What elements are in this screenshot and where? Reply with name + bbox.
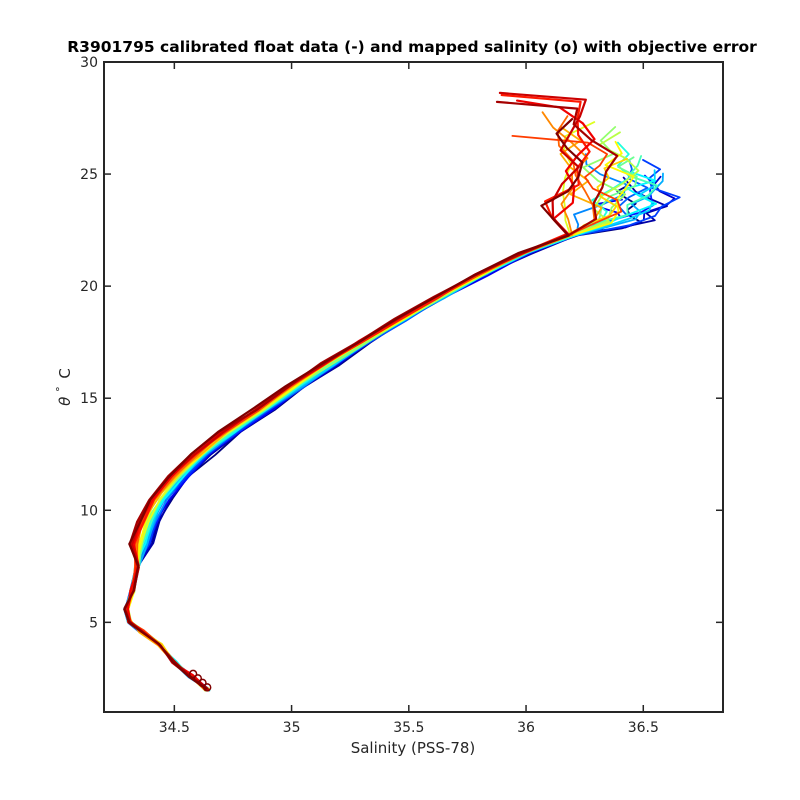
profile-line (123, 91, 587, 690)
y-axis-label-degree: ° (54, 386, 67, 392)
y-tick-label: 10 (80, 503, 98, 519)
profile-line (123, 100, 619, 690)
plot-area (123, 91, 681, 692)
x-axis-ticks: 34.5 35 35.5 36 36.5 (159, 62, 659, 736)
profile-line (126, 93, 591, 691)
profile-line (126, 99, 596, 692)
profile-line (123, 172, 664, 690)
chart-title: R3901795 calibrated float data (-) and m… (67, 38, 757, 56)
profile-line (127, 131, 640, 692)
profile-line (126, 157, 628, 691)
profile-line (123, 115, 596, 691)
y-tick-label: 25 (80, 167, 98, 183)
x-tick-label: 36 (517, 720, 535, 736)
profile-line (126, 184, 643, 691)
mapped-point (202, 683, 212, 692)
mapped-points (188, 669, 212, 692)
y-tick-label: 20 (80, 279, 98, 295)
y-tick-label: 30 (80, 55, 98, 71)
y-axis-label: θ ° C (50, 368, 74, 406)
y-axis-label-symbol: θ (56, 397, 74, 406)
series-group (123, 91, 681, 692)
y-tick-label: 15 (80, 391, 98, 407)
profile-line (124, 169, 656, 691)
mapped-point (188, 669, 198, 679)
profile-line (124, 126, 603, 691)
mapped-point (193, 674, 203, 683)
x-tick-label: 34.5 (159, 720, 190, 736)
x-tick-label: 35.5 (393, 720, 424, 736)
axes-frame (103, 61, 724, 713)
profile-line (124, 159, 681, 692)
profile-line (123, 172, 658, 692)
mapped-point (198, 678, 207, 688)
x-axis-label: Salinity (PSS-78) (351, 739, 476, 757)
y-axis-label-unit: C (56, 368, 74, 378)
profile-line (126, 175, 676, 690)
profile-line (126, 111, 589, 692)
profile-line (126, 121, 596, 690)
profile-line (125, 174, 655, 691)
profile-line (126, 153, 627, 691)
profile-line (123, 118, 584, 690)
profile-line (126, 135, 623, 692)
y-axis-ticks: 5 10 15 20 25 30 (80, 55, 723, 631)
profile-line (126, 141, 632, 692)
y-tick-label: 5 (89, 615, 98, 631)
profile-line (126, 176, 668, 691)
x-tick-label: 36.5 (628, 720, 659, 736)
x-tick-label: 35 (283, 720, 301, 736)
